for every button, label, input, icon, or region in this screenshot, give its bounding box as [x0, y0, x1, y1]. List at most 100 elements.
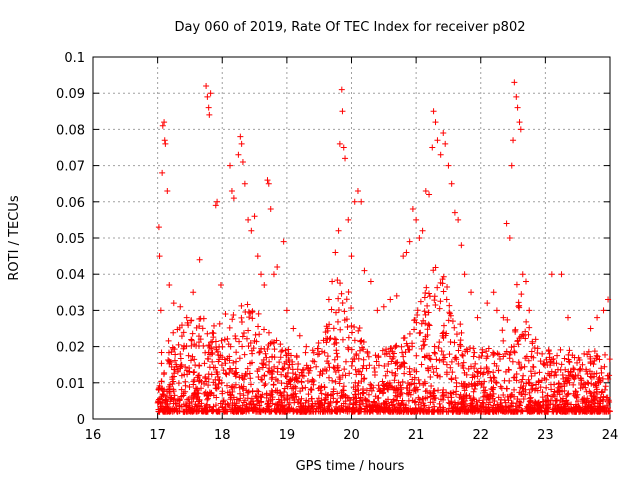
noise-point [437, 298, 444, 305]
noise-point [319, 370, 326, 377]
noise-point [405, 346, 412, 353]
noise-point [283, 352, 290, 359]
noise-point [358, 337, 365, 344]
data-point [558, 271, 565, 278]
noise-point [334, 398, 341, 405]
noise-point [392, 344, 399, 351]
data-point [214, 198, 221, 205]
noise-point [416, 380, 423, 387]
noise-point [239, 374, 246, 381]
data-point [600, 307, 607, 314]
x-tick-label: 24 [602, 428, 619, 443]
noise-point [193, 395, 200, 402]
noise-point [529, 382, 536, 389]
noise-point [562, 408, 569, 415]
noise-point [375, 408, 382, 415]
noise-point [217, 352, 224, 359]
noise-point [305, 391, 312, 398]
noise-point [264, 401, 271, 408]
noise-point [461, 387, 468, 394]
noise-point [483, 355, 490, 362]
noise-point [392, 370, 399, 377]
data-point [393, 292, 400, 299]
noise-point [440, 358, 447, 365]
axis-ticks: 16 17 18 19 20 21 22 23 24 0 0.01 0.02 0.03 0.04 0.05 0… [56, 51, 618, 443]
noise-point [347, 397, 354, 404]
noise-point [432, 264, 439, 271]
noise-point [164, 401, 171, 408]
noise-point [334, 277, 341, 284]
noise-point [335, 367, 342, 374]
noise-point [430, 399, 437, 406]
noise-point [207, 339, 214, 346]
noise-point [485, 368, 492, 375]
noise-point [211, 322, 218, 329]
noise-point [385, 386, 392, 393]
noise-point [230, 394, 237, 401]
noise-point [433, 365, 440, 372]
noise-point [208, 371, 215, 378]
noise-point [380, 381, 387, 388]
noise-point [511, 374, 518, 381]
noise-point [478, 403, 485, 410]
noise-point [340, 391, 347, 398]
noise-point [593, 388, 600, 395]
noise-point [455, 400, 462, 407]
noise-point [570, 365, 577, 372]
noise-point [565, 351, 572, 358]
noise-point [262, 350, 269, 357]
noise-point [316, 372, 323, 379]
noise-point [256, 348, 263, 355]
noise-point [519, 385, 526, 392]
noise-point [379, 378, 386, 385]
noise-point [232, 365, 239, 372]
noise-point [352, 379, 359, 386]
noise-point [420, 400, 427, 407]
noise-point [436, 400, 443, 407]
noise-point [493, 362, 500, 369]
noise-point [263, 391, 270, 398]
y-tick-label: 0.09 [56, 87, 85, 102]
noise-point [472, 382, 479, 389]
noise-point [247, 381, 254, 388]
noise-point [251, 404, 258, 411]
noise-point [372, 352, 379, 359]
noise-point [171, 346, 178, 353]
noise-point [457, 337, 464, 344]
noise-point [300, 402, 307, 409]
noise-point [195, 333, 202, 340]
data-point [548, 271, 555, 278]
noise-point [413, 384, 420, 391]
noise-point [200, 342, 207, 349]
noise-point [375, 382, 382, 389]
noise-point [394, 365, 401, 372]
noise-point [367, 381, 374, 388]
noise-point [493, 380, 500, 387]
noise-point [591, 371, 598, 378]
noise-point [172, 405, 179, 412]
noise-point [210, 379, 217, 386]
noise-point [238, 302, 245, 309]
noise-point [353, 395, 360, 402]
noise-point [375, 362, 382, 369]
x-tick-label: 20 [343, 428, 360, 443]
noise-point [178, 322, 185, 329]
noise-point [177, 355, 184, 362]
noise-point [526, 389, 533, 396]
noise-point [334, 390, 341, 397]
data-point [451, 209, 458, 216]
data-point [432, 119, 439, 126]
noise-point [284, 406, 291, 413]
noise-point [531, 370, 538, 377]
noise-point [486, 395, 493, 402]
noise-point [290, 391, 297, 398]
data-point [354, 187, 361, 194]
noise-point [261, 372, 268, 379]
noise-point [252, 331, 259, 338]
noise-point [470, 388, 477, 395]
noise-point [606, 372, 613, 379]
noise-point [256, 349, 263, 356]
data-point [348, 253, 355, 260]
data-point [248, 227, 255, 234]
noise-point [188, 398, 195, 405]
